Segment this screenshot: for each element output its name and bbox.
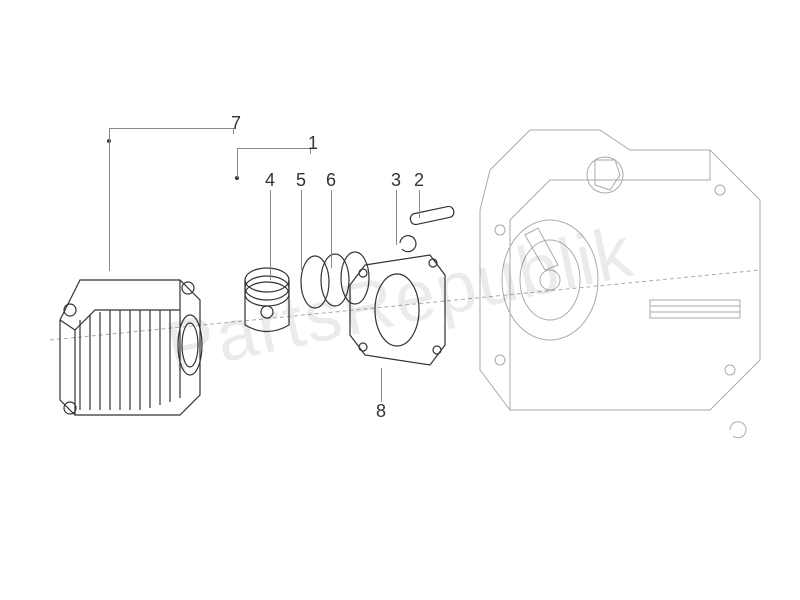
crankcase	[480, 130, 760, 438]
callout-2: 2	[414, 170, 424, 191]
leader-line	[109, 141, 110, 271]
bracket-1	[237, 148, 310, 149]
leader-3	[396, 190, 397, 245]
leader-8	[381, 368, 382, 402]
callout-5: 5	[296, 170, 306, 191]
leader-5	[301, 190, 302, 270]
leader-2	[419, 190, 420, 218]
leader-6	[331, 190, 332, 268]
callout-8: 8	[376, 401, 386, 422]
callout-7: 7	[231, 113, 241, 134]
callout-3: 3	[391, 170, 401, 191]
cylinder-part	[60, 280, 202, 415]
circlip	[400, 236, 416, 252]
piston-part	[245, 268, 289, 332]
callout-4: 4	[265, 170, 275, 191]
gasket-part	[350, 255, 445, 365]
bracket-7	[109, 128, 233, 129]
piston-rings	[301, 252, 369, 308]
callout-6: 6	[326, 170, 336, 191]
leader-4	[270, 190, 271, 280]
leader-line	[109, 132, 110, 141]
callout-1: 1	[308, 133, 318, 154]
leader-line	[237, 152, 238, 178]
wrist-pin	[409, 206, 454, 226]
exploded-diagram	[0, 0, 800, 600]
